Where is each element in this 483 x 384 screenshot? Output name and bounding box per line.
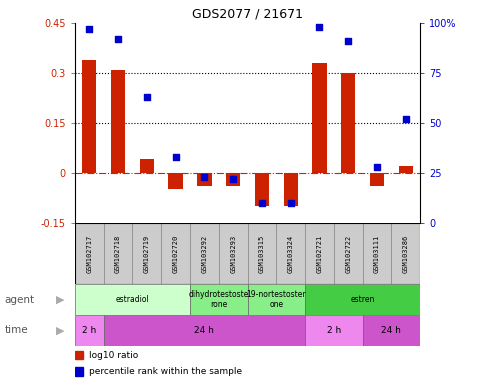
Bar bbox=[284, 173, 298, 206]
Bar bbox=[391, 223, 420, 284]
Text: 24 h: 24 h bbox=[382, 326, 401, 335]
Point bbox=[172, 154, 180, 160]
Bar bbox=[370, 173, 384, 186]
Bar bbox=[363, 223, 391, 284]
Text: 2 h: 2 h bbox=[82, 326, 97, 335]
Bar bbox=[104, 315, 305, 346]
Point bbox=[344, 38, 352, 44]
Text: log10 ratio: log10 ratio bbox=[89, 351, 138, 360]
Bar bbox=[363, 315, 420, 346]
Point bbox=[287, 200, 295, 206]
Text: GSM103315: GSM103315 bbox=[259, 234, 265, 273]
Point bbox=[315, 24, 323, 30]
Text: GSM103324: GSM103324 bbox=[288, 234, 294, 273]
Text: GSM102718: GSM102718 bbox=[115, 234, 121, 273]
Text: GSM102719: GSM102719 bbox=[144, 234, 150, 273]
Text: 19-nortestoster
one: 19-nortestoster one bbox=[246, 290, 306, 309]
Text: GSM102721: GSM102721 bbox=[316, 234, 323, 273]
Text: GSM103286: GSM103286 bbox=[403, 234, 409, 273]
Bar bbox=[247, 284, 305, 315]
Bar bbox=[305, 284, 420, 315]
Bar bbox=[398, 166, 413, 173]
Text: time: time bbox=[5, 325, 28, 335]
Point bbox=[200, 174, 208, 180]
Bar bbox=[255, 173, 269, 206]
Text: percentile rank within the sample: percentile rank within the sample bbox=[89, 367, 242, 376]
Bar bbox=[305, 315, 363, 346]
Bar bbox=[140, 159, 154, 173]
Bar bbox=[305, 223, 334, 284]
Text: GSM103292: GSM103292 bbox=[201, 234, 207, 273]
Bar bbox=[190, 284, 247, 315]
Bar bbox=[75, 367, 84, 376]
Bar bbox=[104, 223, 132, 284]
Point bbox=[143, 94, 151, 100]
Text: estren: estren bbox=[351, 295, 375, 304]
Text: ▶: ▶ bbox=[56, 325, 65, 335]
Bar bbox=[169, 173, 183, 189]
Text: GSM102720: GSM102720 bbox=[172, 234, 179, 273]
Point bbox=[402, 116, 410, 122]
Text: ▶: ▶ bbox=[56, 295, 65, 305]
Bar bbox=[276, 223, 305, 284]
Text: GSM103111: GSM103111 bbox=[374, 234, 380, 273]
Bar bbox=[197, 173, 212, 186]
Bar bbox=[75, 315, 104, 346]
Bar bbox=[219, 223, 247, 284]
Title: GDS2077 / 21671: GDS2077 / 21671 bbox=[192, 7, 303, 20]
Text: GSM102722: GSM102722 bbox=[345, 234, 351, 273]
Bar bbox=[190, 223, 219, 284]
Bar bbox=[247, 223, 276, 284]
Text: GSM102717: GSM102717 bbox=[86, 234, 92, 273]
Point bbox=[229, 176, 237, 182]
Text: estradiol: estradiol bbox=[115, 295, 149, 304]
Bar bbox=[132, 223, 161, 284]
Point bbox=[258, 200, 266, 206]
Point bbox=[114, 36, 122, 42]
Bar bbox=[82, 60, 97, 173]
Text: GSM103293: GSM103293 bbox=[230, 234, 236, 273]
Bar bbox=[111, 70, 125, 173]
Text: 2 h: 2 h bbox=[327, 326, 341, 335]
Text: dihydrotestoste
rone: dihydrotestoste rone bbox=[188, 290, 249, 309]
Bar bbox=[341, 73, 355, 173]
Bar bbox=[226, 173, 241, 186]
Bar bbox=[75, 223, 104, 284]
Bar bbox=[334, 223, 363, 284]
Point bbox=[85, 26, 93, 32]
Point bbox=[373, 164, 381, 170]
Bar bbox=[75, 351, 84, 359]
Text: 24 h: 24 h bbox=[195, 326, 214, 335]
Bar bbox=[313, 63, 327, 173]
Text: agent: agent bbox=[5, 295, 35, 305]
Bar bbox=[161, 223, 190, 284]
Bar bbox=[75, 284, 190, 315]
